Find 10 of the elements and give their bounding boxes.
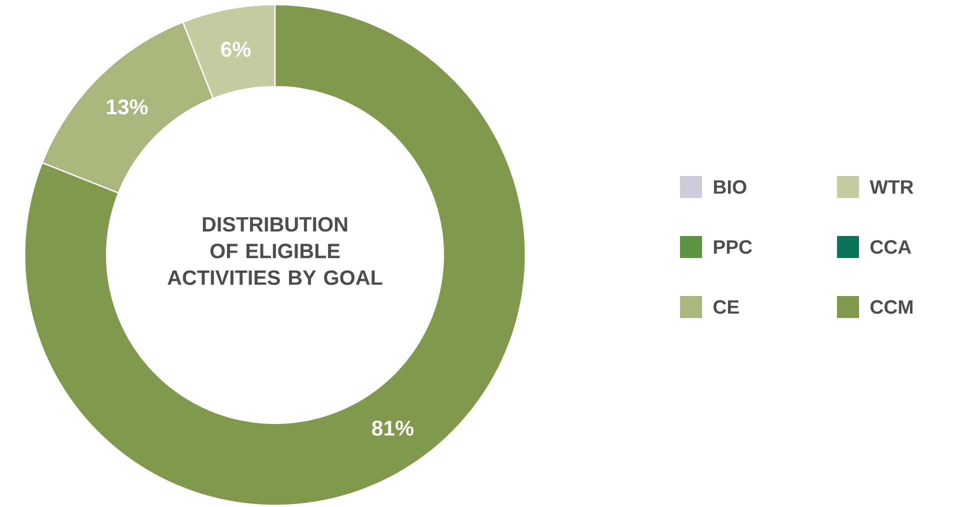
legend-label: CCM	[870, 300, 912, 314]
text: DISTRIBUTION OF ELIGIBLE ACTIVITIES BY GOAL	[168, 217, 382, 285]
legend-label: WTR	[870, 180, 914, 194]
legend-label: BIO	[714, 180, 746, 194]
data-label: 6%	[221, 42, 251, 57]
data-label: 13%	[106, 99, 148, 114]
legend-label: CE	[714, 300, 739, 314]
data-label: 81%	[372, 420, 414, 436]
legend-label: PPC	[714, 240, 752, 254]
legend-label: CCA	[870, 240, 912, 254]
